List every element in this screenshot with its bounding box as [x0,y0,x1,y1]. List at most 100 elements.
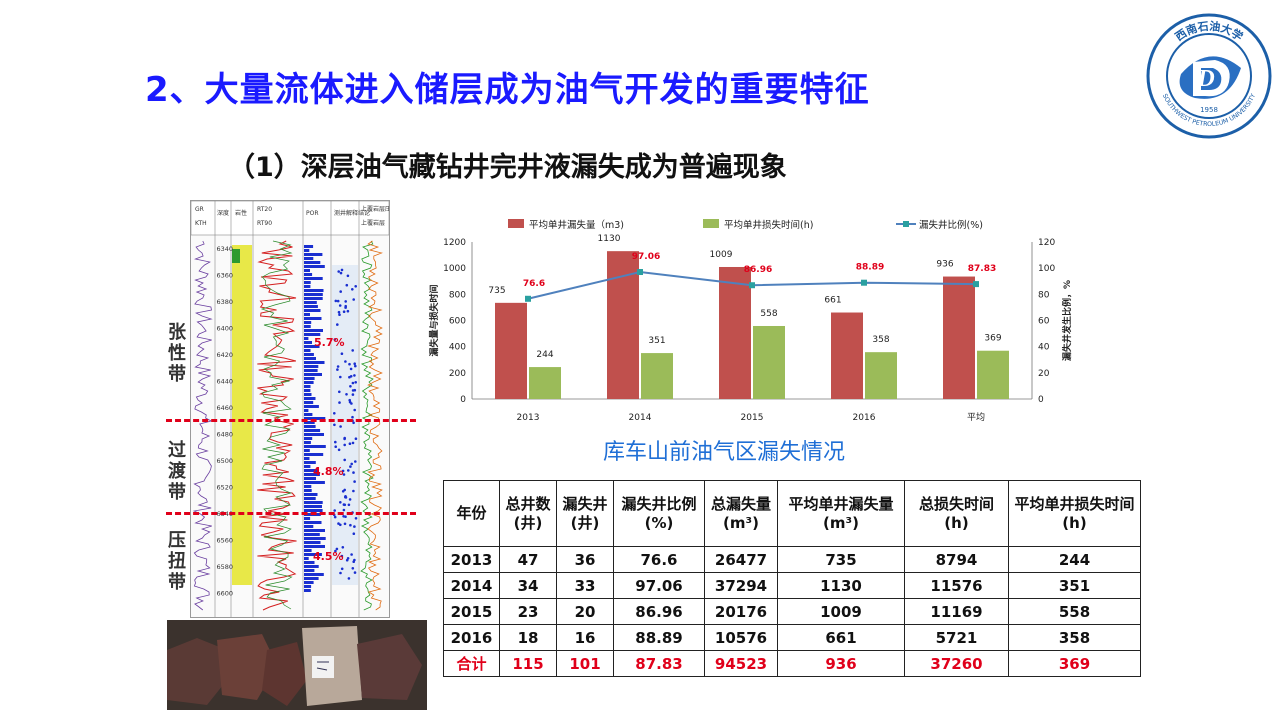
y2-tick-label: 40 [1038,343,1050,353]
log-header-label: 深度 [217,209,229,217]
y2-tick-label: 60 [1038,317,1050,327]
bar-leakage-label: 735 [488,286,505,296]
bar-lost-time [641,353,673,399]
legend-swatch [508,219,524,228]
log-header-label: GR [195,206,204,213]
percent-label: 4.8% [313,465,344,478]
chart-caption: 库车山前油气区漏失情况 [603,440,846,465]
bar-leakage-label: 1130 [598,234,621,244]
bar-leakage-label: 661 [824,296,841,306]
table-cell: 5721 [904,624,1009,651]
table-total-cell: 369 [1008,650,1141,677]
table-cell: 86.96 [613,598,705,625]
table-cell: 2015 [443,598,500,625]
bar-leakage-label: 936 [936,260,953,270]
table-cell: 33 [556,572,614,599]
bar-leakage [831,312,863,399]
table-total-cell: 115 [499,650,557,677]
bar-leakage [495,302,527,399]
y-axis-title: 漏失量与损失时间 [428,284,440,356]
log-header-label: POR [306,210,319,217]
depth-tick-label: 6500 [217,457,234,465]
university-seal-icon: D 1958 西南石油大学 SOUTHWEST PETROLEUM UNIVER… [1146,13,1272,139]
line-leak-ratio-label: 86.96 [744,265,772,275]
table-cell: 2016 [443,624,500,651]
table-cell: 1130 [777,572,905,599]
line-leak-ratio-label: 97.06 [632,252,660,262]
table-header-cell: 漏失井比例 (%) [613,480,705,547]
line-leak-ratio-point [637,269,643,276]
percent-label: 5.7% [314,336,345,349]
bar-leakage [943,276,975,399]
line-leak-ratio-label: 87.83 [968,264,996,274]
bar-lost-time-label: 244 [536,350,553,360]
table-total-cell: 936 [777,650,905,677]
table-total-cell: 94523 [704,650,778,677]
table-header-cell: 漏失井 (井) [556,480,614,547]
y2-axis-title: 漏失井发生比例，% [1061,280,1073,361]
table-cell: 358 [1008,624,1141,651]
y-tick-label: 200 [449,369,466,379]
table-cell: 97.06 [613,572,705,599]
table-cell: 661 [777,624,905,651]
table-row: 2015 23 20 86.96 20176 1009 11169 558 [443,598,1141,625]
line-leak-ratio-point [973,281,979,288]
table-cell: 2013 [443,546,500,573]
leakage-table: 年份 总井数 (井) 漏失井 (井) 漏失井比例 (%) 总漏失量 (m³) 平均单井漏失量 (m³… [443,480,1141,677]
x-tick-label: 2013 [517,413,540,423]
bar-lost-time-label: 358 [872,335,889,345]
depth-tick-label: 6560 [217,537,234,545]
table-cell: 10576 [704,624,778,651]
y-tick-label: 1000 [443,264,466,274]
line-leak-ratio-label: 88.89 [856,263,884,273]
depth-tick-label: 6480 [217,431,234,439]
y2-tick-label: 100 [1038,264,1055,274]
table-header-cell: 总损失时间 (h) [904,480,1009,547]
table-cell: 23 [499,598,557,625]
y2-tick-label: 80 [1038,290,1050,300]
bar-lost-time [865,352,897,399]
table-cell: 76.6 [613,546,705,573]
table-row: 2016 18 16 88.89 10576 661 5721 358 [443,624,1141,651]
table-cell: 244 [1008,546,1141,573]
table-cell: 18 [499,624,557,651]
table-cell: 8794 [904,546,1009,573]
svg-text:1958: 1958 [1200,106,1218,114]
bar-leakage [719,266,751,399]
x-tick-label: 2014 [629,413,652,423]
y2-tick-label: 120 [1038,238,1055,248]
y2-tick-label: 0 [1038,395,1044,405]
log-header-label: RT20 [257,206,272,213]
table-cell: 2014 [443,572,500,599]
depth-tick-label: 6420 [217,351,234,359]
table-cell: 11169 [904,598,1009,625]
table-total-row: 合计 115 101 87.83 94523 936 37260 369 [443,650,1141,677]
y-tick-label: 600 [449,317,466,327]
table-cell: 47 [499,546,557,573]
slide-title: 2、大量流体进入储层成为油气开发的重要特征 [145,70,870,110]
line-leak-ratio-point [525,295,531,302]
table-cell: 20176 [704,598,778,625]
log-header-label: 上覆岩层 [361,219,385,227]
line-leak-ratio-point [749,282,755,289]
depth-tick-label: 6520 [217,484,234,492]
leakage-chart: 0 200 400 600 800 1000 1200 0 20 40 60 80 100 120 漏失量与… [428,219,1073,423]
zone-boundary-line [166,419,416,422]
table-row: 2013 47 36 76.6 26477 735 8794 244 [443,546,1141,573]
table-header-cell: 总井数 (井) [499,480,557,547]
depth-tick-label: 6600 [217,590,234,598]
table-header-cell: 年份 [443,480,500,547]
table-total-cell: 37260 [904,650,1009,677]
table-cell: 735 [777,546,905,573]
bar-leakage-label: 1009 [710,250,733,260]
table-cell: 88.89 [613,624,705,651]
y-tick-label: 800 [449,290,466,300]
bar-lost-time [977,350,1009,399]
table-total-cell: 101 [556,650,614,677]
zone-label-tensional: 张性带 [168,322,186,385]
y-tick-label: 400 [449,343,466,353]
depth-tick-label: 6340 [217,245,234,253]
percent-label: 4.5% [313,550,344,563]
